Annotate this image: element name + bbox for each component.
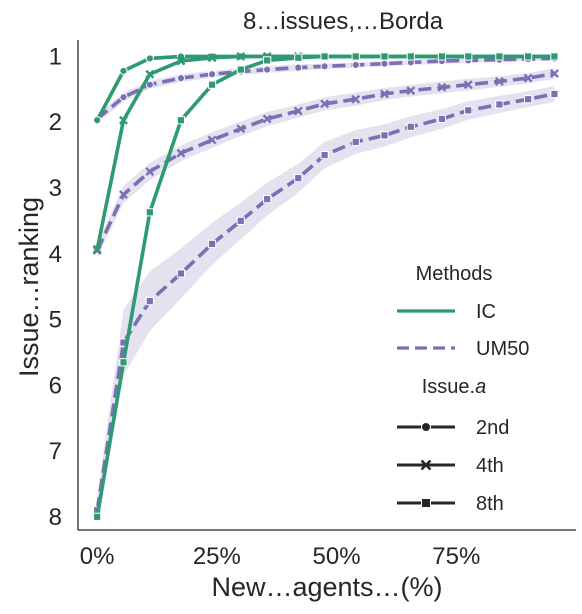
data-point-ic-4th [145, 69, 155, 79]
data-point-ic-4th [207, 53, 217, 63]
data-point-ic-8th [351, 52, 360, 61]
data-point-ic-2nd [145, 54, 154, 63]
data-point-ic-8th [176, 116, 186, 125]
data-point-um50-2nd [351, 60, 360, 70]
data-point-ic-8th [524, 52, 533, 61]
data-point-ic-4th [176, 56, 186, 66]
y-tick-label: 4 [49, 241, 62, 268]
data-point-um50-8th [406, 122, 415, 131]
data-point-um50-8th [176, 269, 186, 278]
plot-area: 1 2 3 4 5 6 7 8 0% 25% 50% 75% [49, 40, 576, 570]
data-point-um50-8th [294, 174, 303, 183]
y-tick-label: 8 [49, 504, 62, 531]
data-point-ic-8th [495, 52, 504, 61]
data-point-um50-8th [524, 95, 533, 104]
data-point-um50-2nd [320, 62, 329, 71]
data-point-um50-4th [293, 106, 303, 116]
data-point-um50-8th [263, 195, 272, 204]
data-point-um50-4th [145, 167, 155, 176]
data-point-ic-8th [550, 52, 559, 61]
data-point-ic-8th [464, 52, 473, 61]
data-point-um50-8th [380, 131, 389, 140]
data-point-ic-4th [92, 244, 102, 254]
data-point-ic-4th [119, 115, 128, 125]
data-point-um50-4th [437, 82, 447, 92]
y-tick-label: 1 [49, 43, 62, 70]
data-point-ic-2nd [93, 116, 102, 125]
legend-issue-title-suffix: a [475, 376, 486, 398]
data-point-um50-8th [320, 151, 329, 160]
x-tick-label: 50% [313, 543, 361, 570]
data-point-ic-8th [263, 56, 272, 65]
data-point-um50-8th [145, 297, 154, 306]
data-point-um50-4th [380, 89, 389, 99]
data-point-um50-4th [119, 190, 128, 200]
y-tick-label: 3 [49, 175, 62, 202]
data-point-um50-2nd [380, 59, 389, 68]
data-point-um50-4th [523, 73, 533, 83]
x-tick-label: 0% [80, 543, 115, 570]
data-point-ic-2nd [119, 66, 128, 76]
legend-marker-8th [421, 498, 431, 508]
data-point-um50-4th [406, 86, 416, 96]
y-tick-label: 2 [49, 109, 62, 136]
data-point-um50-4th [176, 148, 186, 158]
data-point-um50-8th [207, 239, 217, 248]
data-point-um50-8th [495, 100, 504, 109]
legend-label-um50: UM50 [476, 338, 529, 360]
data-point-ic-8th [380, 52, 389, 61]
legend-issue-title: Issue.a [422, 376, 486, 398]
data-point-um50-2nd [294, 63, 303, 72]
data-point-um50-4th [320, 99, 330, 109]
legend: Methods IC UM50 Issue.a 2nd 4th 8th [397, 263, 529, 515]
data-point-um50-8th [437, 114, 447, 124]
data-point-ic-8th [93, 512, 102, 521]
data-point-ic-8th [207, 80, 217, 89]
legend-methods-title: Methods [416, 263, 493, 285]
x-axis-label: New…agents…(%) [211, 572, 442, 602]
data-point-um50-2nd [119, 93, 128, 102]
data-point-ic-8th [437, 52, 447, 61]
data-point-um50-4th [550, 69, 559, 78]
y-tick-label: 6 [49, 372, 62, 399]
legend-label-2nd: 2nd [476, 417, 509, 439]
y-axis-label: Issue…ranking [14, 197, 44, 377]
data-point-um50-2nd [176, 74, 186, 83]
y-tick-label: 5 [49, 307, 62, 334]
data-point-um50-8th [351, 137, 360, 147]
data-point-ic-8th [294, 53, 303, 62]
data-point-um50-4th [236, 124, 246, 134]
data-point-um50-4th [494, 76, 504, 86]
data-point-ic-8th [119, 358, 128, 367]
data-point-ic-8th [236, 65, 245, 74]
data-point-um50-2nd [145, 80, 154, 89]
data-point-um50-8th [236, 216, 245, 225]
data-point-ic-8th [406, 52, 415, 61]
data-point-um50-4th [207, 135, 217, 145]
data-point-ic-8th [320, 52, 329, 61]
data-point-um50-4th [262, 114, 272, 124]
data-point-um50-2nd [263, 65, 272, 74]
data-point-um50-2nd [207, 70, 217, 79]
chart-title: 8…issues,…Borda [243, 8, 444, 35]
legend-label-8th: 8th [476, 493, 504, 515]
y-tick-label: 7 [49, 438, 62, 465]
data-point-um50-8th [550, 89, 559, 99]
x-tick-label: 25% [193, 543, 241, 570]
data-point-um50-4th [463, 80, 473, 90]
data-point-ic-8th [145, 208, 154, 217]
legend-label-ic: IC [476, 301, 496, 323]
x-tick-label: 75% [432, 543, 480, 570]
legend-marker-4th [420, 459, 432, 471]
legend-marker-2nd [421, 422, 431, 432]
data-point-um50-8th [464, 106, 473, 115]
data-point-um50-4th [351, 94, 361, 104]
legend-label-4th: 4th [476, 455, 504, 477]
data-point-ic-4th [236, 51, 246, 61]
